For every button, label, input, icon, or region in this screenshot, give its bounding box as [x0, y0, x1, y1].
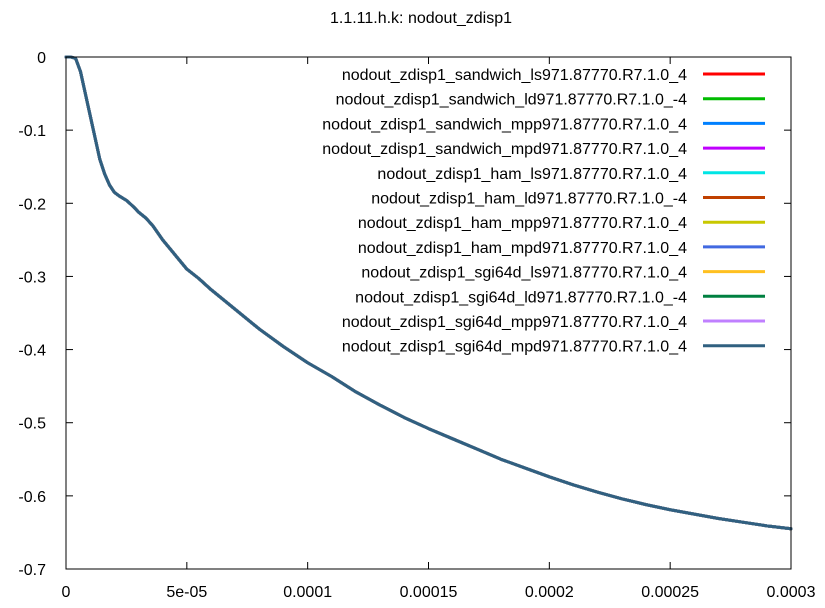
x-tick-label: 0.0002 — [525, 584, 574, 601]
series-line-12 — [64, 55, 793, 531]
series-layer — [64, 55, 793, 531]
y-tick-label: 0 — [37, 50, 46, 67]
x-tick-label: 0.0001 — [283, 584, 332, 601]
y-tick-label: -0.5 — [18, 416, 46, 433]
legend-label-12: nodout_zdisp1_sgi64d_mpd971.87770.R7.1.0… — [342, 339, 687, 356]
y-tick-label: -0.3 — [18, 269, 46, 286]
legend-label-8: nodout_zdisp1_ham_mpd971.87770.R7.1.0_4 — [358, 240, 687, 257]
legend-label-11: nodout_zdisp1_sgi64d_mpp971.87770.R7.1.0… — [342, 314, 687, 331]
legend-label-5: nodout_zdisp1_ham_ls971.87770.R7.1.0_4 — [377, 166, 687, 183]
legend-label-10: nodout_zdisp1_sgi64d_ld971.87770.R7.1.0_… — [355, 289, 687, 306]
x-tick-label: 5e-05 — [166, 584, 207, 601]
x-tick-label: 0.00025 — [641, 584, 699, 601]
y-tick-label: -0.2 — [18, 196, 46, 213]
legend-label-4: nodout_zdisp1_sandwich_mpd971.87770.R7.1… — [322, 141, 687, 158]
legend-label-1: nodout_zdisp1_sandwich_ls971.87770.R7.1.… — [342, 67, 687, 84]
y-tick-label: -0.7 — [18, 562, 46, 579]
y-tick-label: -0.4 — [18, 343, 46, 360]
legend: nodout_zdisp1_sandwich_ls971.87770.R7.1.… — [322, 67, 765, 356]
x-tick-label: 0 — [62, 584, 71, 601]
legend-label-2: nodout_zdisp1_sandwich_ld971.87770.R7.1.… — [336, 92, 687, 109]
legend-label-3: nodout_zdisp1_sandwich_mpp971.87770.R7.1… — [322, 116, 687, 133]
x-tick-label: 0.00015 — [400, 584, 458, 601]
legend-label-6: nodout_zdisp1_ham_ld971.87770.R7.1.0_-4 — [371, 191, 687, 208]
x-tick-label: 0.0003 — [767, 584, 816, 601]
legend-label-7: nodout_zdisp1_ham_mpp971.87770.R7.1.0_4 — [358, 215, 687, 232]
axes-layer: 0 5e-05 0.0001 0.00015 0.0002 0.00025 0.00030-… — [18, 50, 815, 601]
chart-title: 1.1.11.h.k: nodout_zdisp1 — [330, 10, 512, 27]
y-tick-label: -0.1 — [18, 123, 46, 140]
y-tick-label: -0.6 — [18, 489, 46, 506]
legend-label-9: nodout_zdisp1_sgi64d_ls971.87770.R7.1.0_… — [361, 265, 687, 282]
